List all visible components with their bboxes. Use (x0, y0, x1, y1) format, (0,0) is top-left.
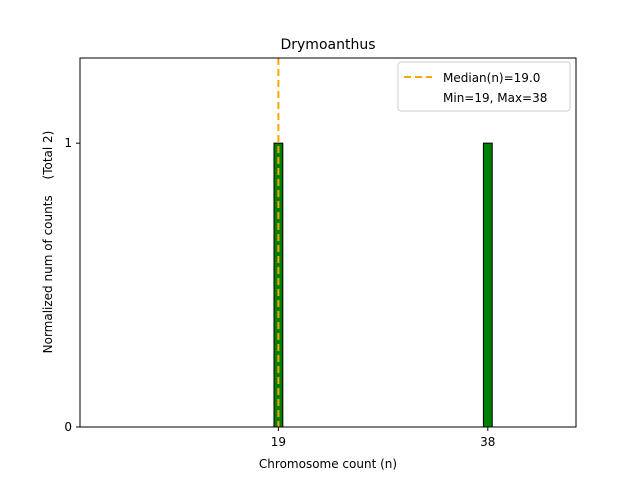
y-axis-label-group: Normalized num of counts (Total 2) (41, 131, 55, 354)
y-tick-label-1: 1 (64, 136, 72, 150)
y-axis-label: Normalized num of counts (Total 2) (41, 131, 55, 354)
bars-group (273, 142, 493, 428)
y-tick-label-0: 0 (64, 420, 72, 434)
x-tick-label-38: 38 (480, 435, 495, 449)
y-axis-label-total: (Total 2) (41, 131, 55, 180)
plot-frame (79, 57, 577, 428)
legend-median-label: Median(n)=19.0 (443, 71, 540, 85)
y-axis-ticks: 01 (64, 136, 80, 434)
legend-minmax-label: Min=19, Max=38 (443, 91, 547, 105)
legend: Median(n)=19.0 Min=19, Max=38 (397, 61, 571, 112)
x-tick-label-19: 19 (271, 435, 286, 449)
chart-title: Drymoanthus (280, 37, 375, 53)
x-axis-label: Chromosome count (n) (259, 457, 397, 471)
bar-38 (482, 142, 493, 428)
x-axis-ticks: 19 38 (271, 427, 495, 449)
legend-frame (397, 61, 571, 112)
y-axis-label-main: Normalized num of counts (41, 195, 55, 353)
